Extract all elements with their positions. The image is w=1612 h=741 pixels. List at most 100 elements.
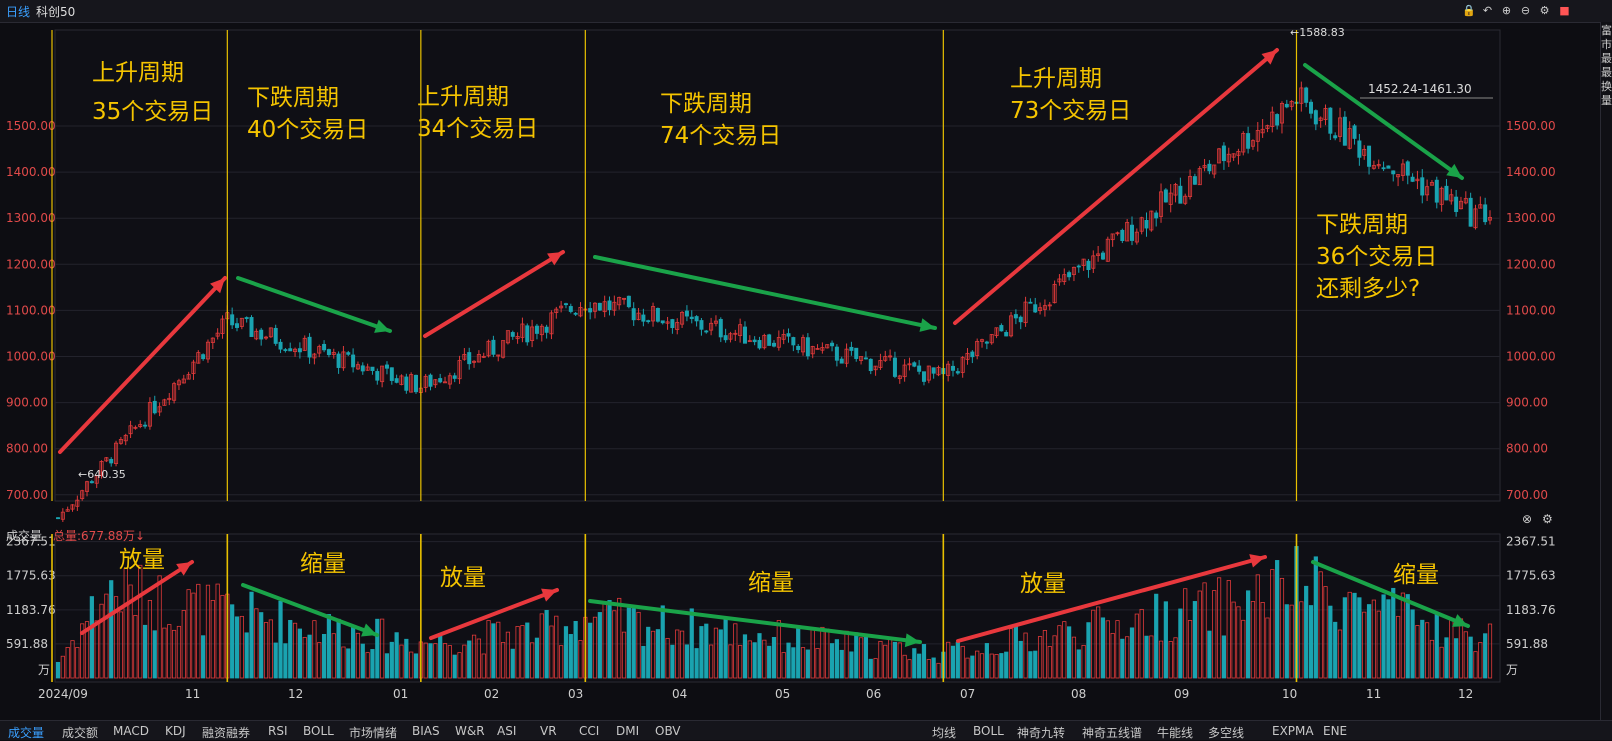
candle-body [999,325,1004,332]
indicator-tab-2[interactable]: MACD [113,724,149,738]
volume-bar [123,568,128,679]
undo-icon[interactable]: ↶ [1482,4,1493,17]
candle-body [167,397,172,401]
indicator-tab-5[interactable]: RSI [268,724,288,738]
volume-bar [312,620,317,679]
candle-body [1062,274,1067,282]
volume-bar [921,644,927,679]
indicator-tab-1[interactable]: 成交额 [62,726,99,740]
volume-bar [292,622,298,679]
volume-bar [457,652,462,679]
x-axis-label: 06 [866,687,881,701]
candle-body [380,365,385,383]
candle-body [951,365,956,371]
candle-body [1352,125,1357,139]
right-info-strip: 富 市 最 最 换 量 [1600,22,1612,720]
volume-bar [215,583,220,679]
candle-body [825,344,830,349]
period-tab[interactable]: 日线 [6,5,31,19]
candle-body [447,375,452,385]
price-tick-left: 700.00 [6,488,48,502]
volume-tick-right: 1775.63 [1506,569,1556,583]
candle-body [888,355,893,358]
indicator-tab-8[interactable]: BIAS [412,724,440,738]
volume-bar [902,654,907,679]
zoom-out-icon[interactable]: ⊖ [1520,4,1531,17]
candle-body [157,406,162,413]
zoom-in-icon[interactable]: ⊕ [1501,4,1512,17]
indicator-tab-11[interactable]: VR [540,724,557,738]
volume-bar [360,643,365,679]
overlay-tab-5[interactable]: 多空线 [1208,726,1245,740]
volume-bar [1120,638,1125,679]
candle-body [1226,153,1231,163]
arrow-down-1 [236,276,392,333]
candle-body [205,341,210,360]
candle-body [689,316,694,320]
candle-body [186,374,191,380]
lock-icon[interactable]: 🔒 [1462,4,1476,17]
candle-body [1221,145,1226,162]
volume-bar [1337,629,1343,679]
candle-body [1473,208,1478,229]
candle-body [902,364,907,378]
overlay-tab-3[interactable]: 神奇五线谱 [1082,726,1143,740]
candle-body [723,335,728,341]
arrow-down-3-head [1446,163,1462,178]
indicator-tab-14[interactable]: OBV [655,724,681,738]
volume-bar [1357,597,1362,679]
volume-bar [389,641,394,679]
volume-bar [55,661,61,679]
indicator-tab-0[interactable]: 成交量 [8,726,45,740]
volume-bar [1454,638,1459,679]
volume-bar [975,650,980,679]
indicator-tab-7[interactable]: 市场情绪 [349,726,398,740]
volume-bar [650,630,656,679]
volume-bar [273,642,278,679]
volume-bar [336,618,341,679]
indicator-tab-3[interactable]: KDJ [165,724,186,738]
volume-bar [1333,621,1338,679]
indicator-tab-13[interactable]: DMI [616,724,640,738]
candle-body [1309,101,1314,114]
volume-bar [176,625,182,679]
candle-body [762,335,767,349]
overlay-tab-7[interactable]: ENE [1323,724,1348,738]
indicator-tab-9[interactable]: W&R [455,724,485,738]
kline-chart[interactable]: 700.00 700.00 800.00 800.00 900.00 900.00 1000… [0,22,1600,720]
candle-body [520,323,525,338]
candle-body [239,317,244,327]
candle-body [1038,307,1043,311]
candle-body [505,330,510,344]
volume-bar [709,644,714,679]
indicator-tab-4[interactable]: 融资融券 [202,726,251,740]
candle-body [138,424,143,427]
vol-arrow-down-3-head [1452,614,1468,627]
overlay-tab-6[interactable]: EXPMA [1272,724,1314,738]
volume-bar [863,634,869,679]
candle-body [312,353,317,359]
overlay-tab-4[interactable]: 牛能线 [1157,726,1194,740]
volume-bar [1202,582,1207,679]
overlay-tab-0[interactable]: 均线 [932,726,957,740]
volume-bar [1323,586,1328,679]
indicator-tab-6[interactable]: BOLL [303,724,334,738]
volume-bar [104,593,109,679]
high-price-label: ←1588.83 [1290,26,1345,39]
candle-body [786,333,791,337]
volume-bar [858,637,864,679]
volume-bar [539,613,544,679]
volume-bar [1173,637,1178,679]
candle-body [433,379,438,386]
volume-bar [1129,627,1135,679]
candle-body [1197,168,1202,186]
volume-bar [99,603,104,679]
indicator-tab-10[interactable]: ASI [497,724,517,738]
overlay-tab-2[interactable]: 神奇九转 [1017,726,1066,740]
overlay-tab-1[interactable]: BOLL [973,724,1004,738]
volume-bar [138,564,143,679]
candle-body [965,352,970,360]
settings-icon[interactable]: ⚙ [1539,4,1550,17]
indicator-tab-12[interactable]: CCI [579,724,600,738]
candle-body [297,348,302,353]
